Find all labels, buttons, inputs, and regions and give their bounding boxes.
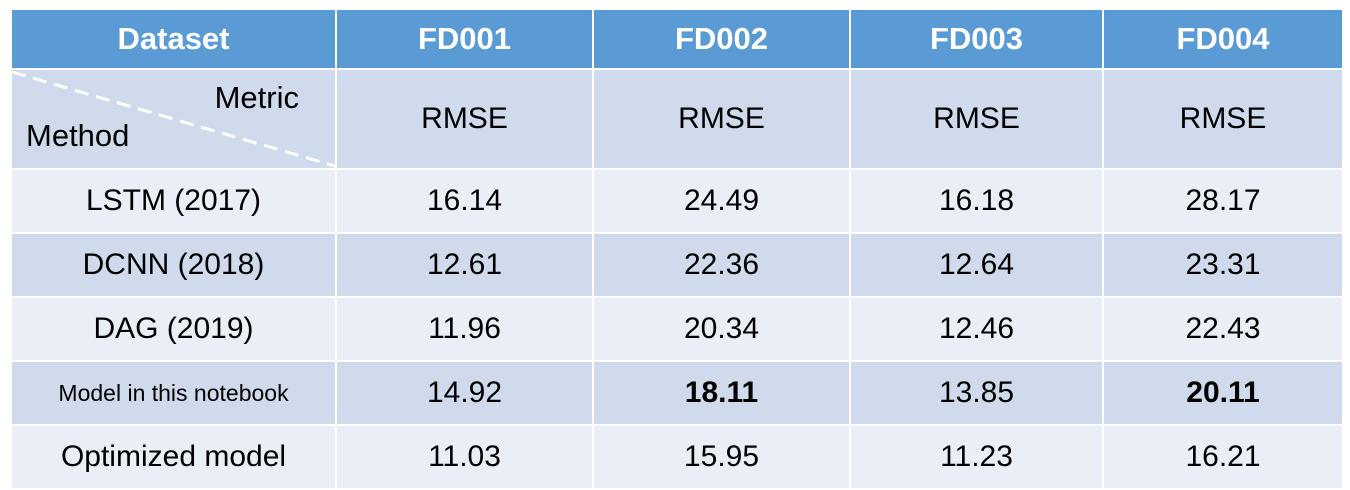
value-cell: 16.18 — [849, 168, 1104, 234]
header-fd004: FD004 — [1102, 8, 1344, 70]
corner-method-label: Method — [26, 118, 130, 153]
value-cell: 22.36 — [592, 232, 851, 298]
metric-cell-fd001: RMSE — [335, 68, 594, 170]
header-fd001: FD001 — [335, 8, 594, 70]
value-cell: 24.49 — [592, 168, 851, 234]
header-dataset: Dataset — [10, 8, 337, 70]
method-label: DCNN (2018) — [10, 232, 337, 298]
table-row: Optimized model 11.03 15.95 11.23 16.21 — [10, 424, 1344, 490]
value-cell: 12.64 — [849, 232, 1104, 298]
value-cell: 16.14 — [335, 168, 594, 234]
value-cell: 28.17 — [1102, 168, 1344, 234]
value-cell: 12.46 — [849, 296, 1104, 362]
value-cell-best: 18.11 — [592, 360, 851, 426]
corner-diagonal-cell: Metric Method — [10, 68, 337, 170]
value-cell: 11.03 — [335, 424, 594, 490]
value-cell: 15.95 — [592, 424, 851, 490]
value-cell: 13.85 — [849, 360, 1104, 426]
table-row: DCNN (2018) 12.61 22.36 12.64 23.31 — [10, 232, 1344, 298]
value-cell: 20.34 — [592, 296, 851, 362]
header-fd002: FD002 — [592, 8, 851, 70]
results-table: Dataset FD001 FD002 FD003 FD004 Metric M… — [10, 8, 1344, 490]
metric-cell-fd002: RMSE — [592, 68, 851, 170]
header-fd003: FD003 — [849, 8, 1104, 70]
table-row: LSTM (2017) 16.14 24.49 16.18 28.17 — [10, 168, 1344, 234]
value-cell: 12.61 — [335, 232, 594, 298]
table-row: DAG (2019) 11.96 20.34 12.46 22.43 — [10, 296, 1344, 362]
metric-cell-fd003: RMSE — [849, 68, 1104, 170]
header-row: Dataset FD001 FD002 FD003 FD004 — [10, 8, 1344, 70]
metric-cell-fd004: RMSE — [1102, 68, 1344, 170]
metric-row: Metric Method RMSE RMSE RMSE RMSE — [10, 68, 1344, 170]
value-cell: 16.21 — [1102, 424, 1344, 490]
value-cell: 11.96 — [335, 296, 594, 362]
value-cell: 14.92 — [335, 360, 594, 426]
method-label: LSTM (2017) — [10, 168, 337, 234]
value-cell-best: 20.11 — [1102, 360, 1344, 426]
value-cell: 23.31 — [1102, 232, 1344, 298]
method-label: Optimized model — [10, 424, 337, 490]
value-cell: 22.43 — [1102, 296, 1344, 362]
method-label: Model in this notebook — [10, 360, 337, 426]
value-cell: 11.23 — [849, 424, 1104, 490]
method-label: DAG (2019) — [10, 296, 337, 362]
table-row: Model in this notebook 14.92 18.11 13.85… — [10, 360, 1344, 426]
diagonal-divider — [12, 70, 335, 168]
results-table-container: Dataset FD001 FD002 FD003 FD004 Metric M… — [10, 8, 1344, 490]
corner-metric-label: Metric — [214, 80, 299, 115]
